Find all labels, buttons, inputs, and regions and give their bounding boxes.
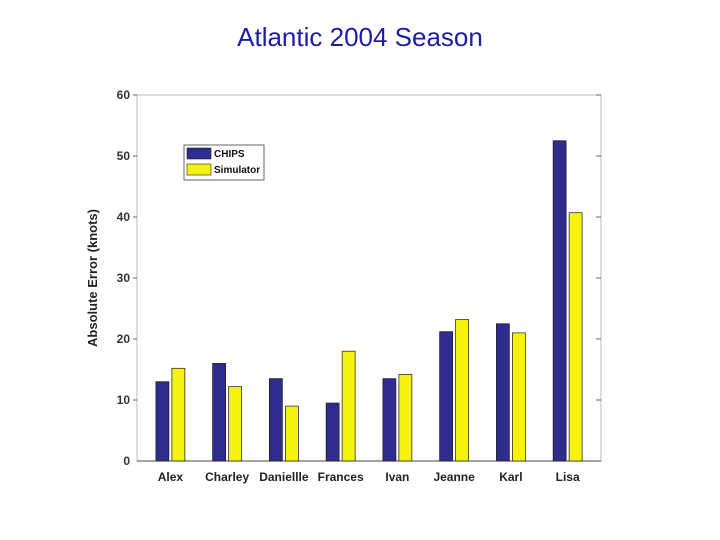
bar-chips-karl <box>496 323 510 462</box>
bar-simulator-lisa <box>568 212 583 462</box>
bar-simulator-karl <box>512 332 526 462</box>
bar-chips-lisa <box>552 140 567 462</box>
bar-simulator-frances <box>341 350 356 462</box>
slide-title: Atlantic 2004 Season <box>237 22 483 52</box>
y-tick-label: 40 <box>117 210 131 224</box>
bar-simulator-ivan <box>398 374 413 462</box>
x-tick-label: Karl <box>499 470 522 484</box>
x-tick-label: Frances <box>318 470 364 484</box>
x-tick-label: Jeanne <box>433 470 475 484</box>
bar-chips-frances <box>325 402 340 462</box>
legend-label-simulator: Simulator <box>214 165 260 176</box>
bar-chips-daniellle <box>269 378 283 462</box>
bar-simulator-jeanne <box>455 319 469 462</box>
x-tick-label: Lisa <box>556 470 580 484</box>
y-axis-label: Absolute Error (knots) <box>85 209 100 347</box>
legend-swatch-simulator <box>186 163 212 176</box>
y-tick-label: 60 <box>117 88 131 102</box>
legend-swatch-chips <box>186 147 212 160</box>
y-tick-label: 10 <box>117 393 131 407</box>
bar-chips-charley <box>212 363 226 462</box>
bar-simulator-daniellle <box>285 405 299 462</box>
category-labels: Alex Charley Daniellle Frances Ivan Jeanne Kar… <box>158 470 580 484</box>
bar-chips-jeanne <box>439 331 453 462</box>
y-tick-label: 30 <box>117 271 131 285</box>
x-tick-label: Daniellle <box>259 470 309 484</box>
bars-group <box>155 140 583 462</box>
y-tick-label: 20 <box>117 332 131 346</box>
legend-label-chips: CHIPS <box>214 149 245 160</box>
y-axis-ticks: 0 10 20 30 40 50 60 <box>117 88 601 468</box>
bar-chips-ivan <box>382 378 397 462</box>
y-tick-label: 0 <box>123 454 130 468</box>
bar-simulator-alex <box>171 367 186 462</box>
legend: CHIPS Simulator <box>183 144 265 181</box>
x-tick-label: Ivan <box>385 470 409 484</box>
y-tick-label: 50 <box>117 149 131 163</box>
bar-simulator-charley <box>228 386 242 462</box>
bar-chips-alex <box>155 381 170 462</box>
x-tick-label: Charley <box>205 470 249 484</box>
x-tick-label: Alex <box>158 470 184 484</box>
